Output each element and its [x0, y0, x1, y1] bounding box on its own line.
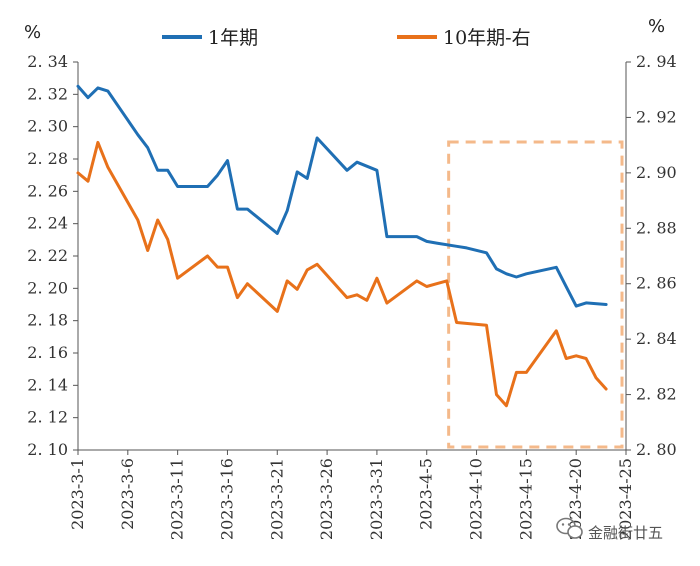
left-tick-label: 2. 12 [27, 408, 68, 427]
x-tick-label: 2023-3-26 [317, 458, 336, 540]
right-tick-label: 2. 92 [636, 107, 677, 126]
x-axis: 2023-3-1 2023-3-6 2023-3-11 2023-3-16 2023-3… [68, 450, 635, 540]
x-tick-label: 2023-3-11 [168, 458, 187, 540]
right-tick-label: 2. 94 [636, 52, 677, 71]
right-tick-label: 2. 80 [636, 440, 677, 459]
series-line-1y [76, 84, 608, 308]
right-tick-label: 2. 90 [636, 163, 677, 182]
left-tick-label: 2. 10 [27, 440, 68, 459]
x-tick-label: 2023-3-31 [367, 458, 386, 540]
x-tick-label: 2023-3-16 [217, 458, 236, 540]
x-tick-label: 2023-3-1 [68, 458, 87, 530]
left-tick-label: 2. 18 [27, 311, 68, 330]
x-tick-label: 2023-4-10 [467, 458, 486, 540]
left-tick-label: 2. 32 [27, 84, 68, 103]
left-tick-label: 2. 22 [27, 246, 68, 265]
legend: 1年期 10年期-右 [162, 27, 531, 49]
left-tick-label: 2. 26 [27, 181, 68, 200]
right-tick-label: 2. 86 [636, 274, 677, 293]
left-axis: 2. 10 2. 12 2. 14 2. 16 2. 18 2. 20 2. 22 2. 24… [27, 52, 78, 459]
x-tick-label: 2023-4-25 [616, 458, 635, 540]
x-tick-label: 2023-3-21 [267, 458, 286, 540]
left-tick-label: 2. 34 [27, 52, 68, 71]
legend-label-1y: 1年期 [208, 27, 258, 49]
right-unit-label: % [648, 16, 665, 37]
right-tick-label: 2. 84 [636, 329, 677, 348]
left-unit-label: % [24, 22, 41, 43]
watermark-text: 金融街廿五 [588, 524, 663, 542]
watermark: 金融街廿五 [556, 517, 663, 542]
highlight-layer [447, 140, 624, 449]
left-tick-label: 2. 30 [27, 117, 68, 136]
left-tick-label: 2. 16 [27, 343, 68, 362]
x-tick-label: 2023-4-5 [417, 458, 436, 530]
wechat-icon [556, 517, 583, 539]
right-tick-label: 2. 88 [636, 218, 677, 237]
right-axis: 2. 80 2. 82 2. 84 2. 86 2. 88 2. 90 2. 92 2. 94 [626, 52, 677, 459]
left-tick-label: 2. 28 [27, 149, 68, 168]
x-tick-label: 2023-4-15 [516, 458, 535, 540]
highlight-box [447, 140, 624, 449]
plot-frame [77, 62, 627, 451]
series-line-10y [76, 140, 608, 408]
series-layer [76, 84, 608, 408]
left-tick-label: 2. 14 [27, 375, 68, 394]
right-tick-label: 2. 82 [636, 385, 677, 404]
x-tick-label: 2023-3-6 [118, 458, 137, 530]
legend-label-10y: 10年期-右 [443, 27, 531, 49]
left-tick-label: 2. 20 [27, 278, 68, 297]
left-tick-label: 2. 24 [27, 214, 68, 233]
